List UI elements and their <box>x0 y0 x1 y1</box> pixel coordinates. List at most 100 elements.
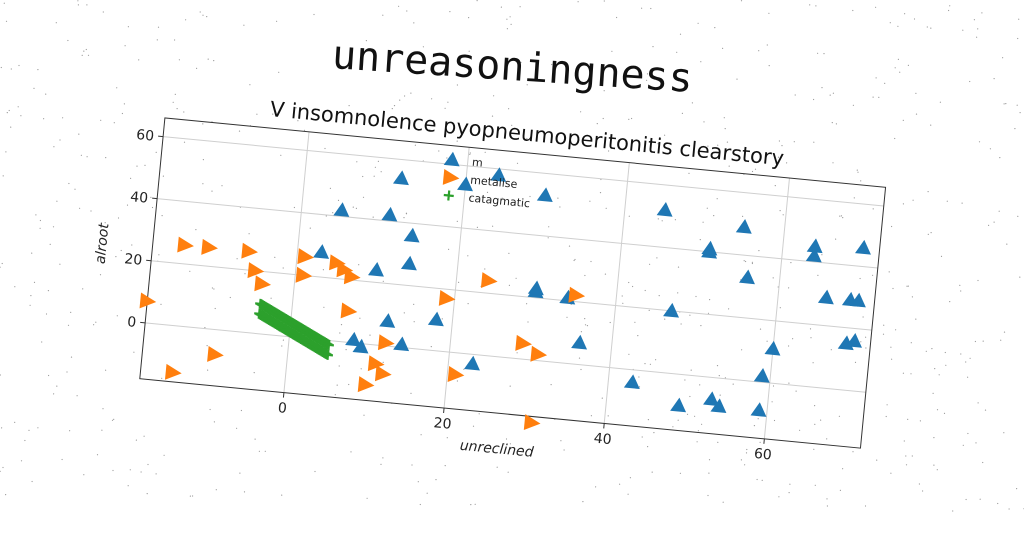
noise-speck <box>83 474 84 475</box>
noise-speck <box>216 489 217 490</box>
y-tick-label: 60 <box>136 127 155 145</box>
noise-speck <box>11 68 12 69</box>
data-point <box>764 340 781 355</box>
data-point <box>571 334 588 349</box>
legend-item-m: m <box>444 151 484 170</box>
y-tick-label: 40 <box>130 189 149 207</box>
noise-speck <box>927 26 928 27</box>
noise-speck <box>7 112 8 113</box>
data-point <box>751 401 768 416</box>
noise-speck <box>741 0 742 1</box>
data-point <box>481 272 498 289</box>
x-tick-label: 0 <box>277 400 287 417</box>
noise-speck <box>192 495 193 496</box>
noise-speck <box>1016 488 1017 489</box>
data-point <box>201 239 218 256</box>
data-point <box>341 302 358 319</box>
noise-speck <box>578 1 579 2</box>
legend-item-catagmatic: catagmatic <box>443 189 531 210</box>
noise-speck <box>809 4 810 5</box>
noise-speck <box>5 151 6 152</box>
data-point <box>657 201 674 216</box>
legend-label: catagmatic <box>468 191 531 210</box>
series-m <box>302 150 876 428</box>
legend-label: metalise <box>470 174 518 191</box>
data-point <box>393 336 410 351</box>
noise-speck <box>9 110 10 111</box>
noise-speck <box>1017 38 1018 39</box>
data-point <box>358 376 375 393</box>
x-grid-line <box>604 163 629 424</box>
noise-speck <box>1 67 2 68</box>
noise-speck <box>948 10 949 11</box>
data-point <box>464 355 481 370</box>
legend-marker <box>443 169 460 186</box>
noise-speck <box>641 8 642 9</box>
noise-speck <box>604 0 605 1</box>
data-point <box>368 261 385 276</box>
noise-speck <box>890 22 891 23</box>
noise-speck <box>976 37 977 38</box>
x-tick-label: 40 <box>593 431 612 449</box>
y-grid-line <box>145 323 866 392</box>
series-catagmatic <box>250 298 337 360</box>
noise-speck <box>244 491 245 492</box>
data-point <box>754 367 771 382</box>
data-point <box>393 170 410 185</box>
legend-marker <box>443 190 454 201</box>
noise-speck <box>31 481 32 482</box>
series-metalise <box>131 233 587 434</box>
noise-speck <box>897 26 898 27</box>
x-tick-label: 60 <box>753 446 772 464</box>
data-point <box>333 201 350 216</box>
noise-speck <box>962 30 963 31</box>
data-point <box>404 227 421 242</box>
noise-speck <box>281 495 282 496</box>
x-axis-label: unreclined <box>459 438 534 461</box>
noise-speck <box>190 496 191 497</box>
y-tick-label: 20 <box>124 251 143 269</box>
data-point <box>313 243 330 258</box>
data-point <box>381 206 398 221</box>
data-point <box>165 364 182 381</box>
data-point <box>448 366 465 383</box>
data-point <box>375 365 392 382</box>
data-point <box>241 243 258 260</box>
legend-label: m <box>471 156 483 170</box>
data-point <box>515 335 532 352</box>
noise-speck <box>1018 19 1019 20</box>
data-point <box>207 346 224 363</box>
data-point <box>528 280 545 295</box>
noise-speck <box>768 13 769 14</box>
data-point <box>428 311 445 326</box>
data-point <box>177 237 194 254</box>
noise-speck <box>815 5 816 6</box>
legend-item-metalise: metalise <box>443 169 519 192</box>
noise-speck <box>981 12 982 13</box>
noise-speck <box>2 467 3 468</box>
noise-speck <box>930 28 931 29</box>
noise-speck <box>147 493 148 494</box>
noise-speck <box>949 5 950 6</box>
chart-title: V insomnolence pyopneumoperitonitis clea… <box>269 97 785 170</box>
noise-speck <box>5 494 6 495</box>
y-axis-label: alroot <box>93 222 113 265</box>
noise-speck <box>904 13 905 14</box>
noise-speck <box>650 8 651 9</box>
data-point <box>807 238 824 253</box>
x-grid-line <box>764 178 789 439</box>
y-tick-label: 0 <box>126 314 136 331</box>
noise-speck <box>4 3 5 4</box>
data-point <box>818 289 835 304</box>
data-point <box>537 187 554 202</box>
data-point <box>855 239 872 254</box>
data-point <box>670 397 687 412</box>
data-point <box>739 269 756 284</box>
noise-speck <box>10 127 11 128</box>
noise-speck <box>852 10 853 11</box>
x-tick-label: 20 <box>433 415 452 433</box>
noise-speck <box>974 19 975 20</box>
